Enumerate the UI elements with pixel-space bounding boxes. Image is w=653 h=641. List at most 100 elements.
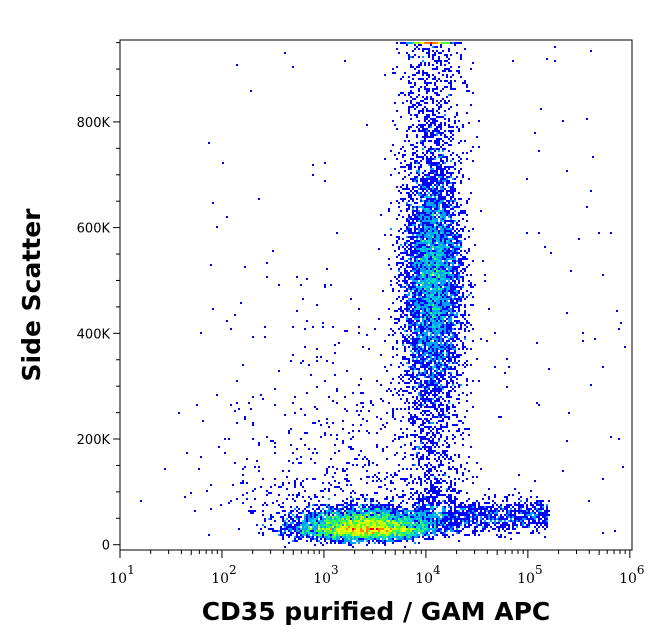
density-point: [426, 512, 428, 514]
density-point: [452, 266, 454, 268]
density-point: [398, 254, 400, 256]
density-point: [406, 304, 408, 306]
density-point: [314, 504, 316, 506]
density-point: [366, 540, 368, 542]
density-point: [422, 152, 424, 154]
density-point: [450, 214, 452, 216]
density-point: [448, 504, 450, 506]
density-point: [428, 462, 430, 464]
density-point: [442, 334, 444, 336]
density-point: [426, 320, 428, 322]
density-point: [546, 514, 548, 516]
density-point: [446, 136, 448, 138]
density-point: [450, 520, 452, 522]
density-point: [432, 220, 434, 222]
density-point: [450, 240, 452, 242]
density-point: [422, 148, 424, 150]
density-point: [460, 204, 462, 206]
density-point: [432, 536, 434, 538]
density-point: [282, 538, 284, 540]
density-point: [428, 250, 430, 252]
density-point: [322, 536, 324, 538]
density-point: [404, 340, 406, 342]
density-point: [336, 522, 338, 524]
density-point: [396, 506, 398, 508]
density-point: [438, 336, 440, 338]
density-point: [310, 536, 312, 538]
density-point: [458, 304, 460, 306]
density-point: [280, 528, 282, 530]
density-point: [532, 522, 534, 524]
density-point: [392, 508, 394, 510]
density-point: [432, 514, 434, 516]
density-point: [434, 534, 436, 536]
density-point: [278, 534, 280, 536]
density-point: [418, 300, 420, 302]
density-point: [346, 518, 348, 520]
density-point: [364, 532, 366, 534]
density-point: [436, 260, 438, 262]
density-point: [458, 274, 460, 276]
density-point: [436, 322, 438, 324]
density-point: [294, 508, 296, 510]
density-point: [458, 300, 460, 302]
density-point: [432, 272, 434, 274]
density-point: [422, 332, 424, 334]
density-point: [428, 150, 430, 152]
density-point: [310, 524, 312, 526]
density-point: [430, 224, 432, 226]
density-point: [380, 508, 382, 510]
density-point: [408, 538, 410, 540]
density-point: [424, 530, 426, 532]
density-point: [424, 286, 426, 288]
density-point: [392, 522, 394, 524]
density-point: [318, 524, 320, 526]
density-point: [430, 514, 432, 516]
density-point: [452, 530, 454, 532]
density-point: [430, 538, 432, 540]
density-point: [418, 298, 420, 300]
density-point: [392, 540, 394, 542]
density-point: [380, 524, 382, 526]
density-point: [438, 456, 440, 458]
density-point: [418, 256, 420, 258]
density-point: [470, 192, 472, 194]
density-point: [412, 180, 414, 182]
density-point: [348, 544, 350, 546]
density-point: [446, 220, 448, 222]
density-point: [460, 506, 462, 508]
density-point: [424, 528, 426, 530]
density-point: [450, 132, 452, 134]
density-point: [350, 534, 352, 536]
density-point: [312, 508, 314, 510]
density-point: [440, 348, 442, 350]
density-point: [440, 380, 442, 382]
density-point: [508, 532, 510, 534]
density-point: [434, 162, 436, 164]
density-point: [418, 290, 420, 292]
density-point: [428, 368, 430, 370]
density-point: [418, 346, 420, 348]
density-point: [444, 314, 446, 316]
density-point: [456, 344, 458, 346]
density-point: [418, 270, 420, 272]
density-point: [408, 498, 410, 500]
density-point: [428, 520, 430, 522]
density-point: [288, 524, 290, 526]
density-point: [500, 516, 502, 518]
density-point: [424, 256, 426, 258]
density-point: [496, 504, 498, 506]
density-point: [426, 264, 428, 266]
density-point: [428, 290, 430, 292]
density-point: [432, 332, 434, 334]
density-point: [460, 286, 462, 288]
density-point: [400, 428, 402, 430]
density-point: [454, 280, 456, 282]
density-point: [432, 288, 434, 290]
density-point: [422, 242, 424, 244]
density-point: [436, 314, 438, 316]
density-point: [386, 528, 388, 530]
density-point: [402, 534, 404, 536]
density-point: [408, 522, 410, 524]
density-point: [406, 338, 408, 340]
